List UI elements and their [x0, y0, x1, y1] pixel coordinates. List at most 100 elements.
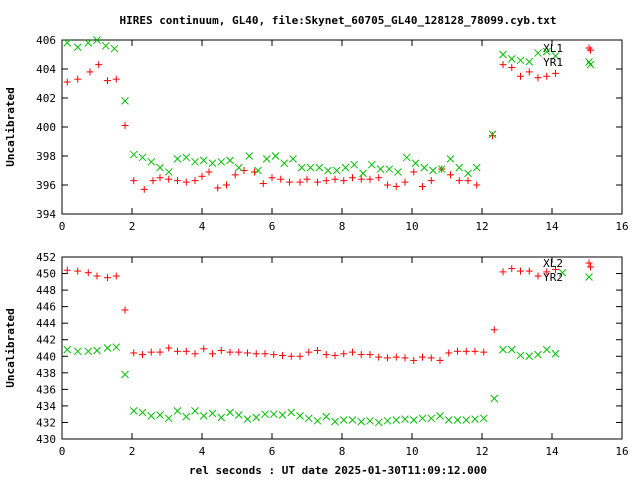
data-point	[350, 160, 359, 169]
y-tick-label: 430	[36, 433, 56, 446]
data-point	[419, 353, 426, 361]
data-point	[543, 72, 551, 80]
data-point	[339, 416, 348, 424]
data-point	[191, 177, 199, 185]
data-point	[156, 411, 164, 419]
data-point	[191, 157, 199, 166]
data-point	[130, 349, 138, 357]
data-point	[121, 370, 129, 379]
data-point	[173, 407, 182, 415]
legend-marker	[585, 273, 593, 281]
y-tick-label: 448	[36, 284, 56, 297]
data-point	[223, 181, 230, 189]
data-point	[235, 348, 243, 356]
data-point	[517, 72, 524, 80]
data-point	[410, 356, 418, 364]
data-point	[182, 412, 191, 421]
x-tick-label: 4	[199, 220, 206, 233]
y-tick-label: 394	[36, 208, 56, 221]
data-point	[384, 354, 391, 362]
data-point	[534, 49, 542, 57]
y-tick-label: 438	[36, 367, 56, 380]
data-point	[104, 274, 111, 282]
data-point	[542, 345, 551, 354]
data-point	[269, 410, 278, 419]
data-point	[367, 160, 376, 169]
data-point	[489, 132, 496, 140]
data-point	[214, 184, 222, 192]
data-point	[525, 352, 534, 361]
data-point	[322, 177, 330, 185]
bottom-panel: 0 2 4 6 8 10 12 14 16 430 432 434 436 438 440 442 444 446…	[4, 251, 629, 458]
data-point	[95, 61, 103, 69]
data-point	[73, 43, 82, 52]
data-point	[254, 166, 262, 175]
data-point	[217, 346, 225, 354]
data-point	[331, 175, 339, 183]
series-xl1	[63, 46, 594, 193]
x-tick-label: 0	[59, 220, 66, 233]
data-point	[305, 348, 313, 356]
data-point	[534, 74, 542, 82]
data-point	[112, 75, 120, 83]
data-point	[340, 350, 348, 358]
data-point	[280, 159, 289, 168]
y-tick-label: 440	[36, 350, 56, 363]
data-point	[182, 178, 190, 186]
data-point	[552, 69, 559, 77]
x-tick-label: 16	[615, 220, 628, 233]
data-point	[507, 345, 516, 354]
x-tick-label: 8	[339, 445, 346, 458]
data-point	[74, 267, 82, 275]
data-point	[147, 348, 155, 356]
data-point	[401, 354, 409, 362]
data-point	[525, 68, 533, 76]
data-point	[472, 163, 481, 172]
data-point	[261, 410, 269, 419]
data-point	[418, 414, 427, 423]
data-point	[462, 416, 471, 424]
data-point	[121, 97, 129, 105]
data-point	[446, 155, 455, 163]
data-point	[199, 411, 208, 420]
data-point	[191, 407, 199, 415]
y-axis-label: Uncalibrated	[4, 308, 17, 387]
data-point	[455, 163, 464, 172]
data-point	[314, 178, 321, 186]
data-point	[86, 68, 94, 76]
data-point	[436, 356, 444, 364]
data-point	[490, 326, 498, 334]
data-point	[245, 152, 254, 160]
data-point	[129, 407, 138, 415]
data-point	[182, 153, 191, 162]
data-point	[84, 347, 93, 356]
data-point	[427, 177, 435, 185]
y-tick-label: 398	[36, 150, 56, 163]
data-point	[357, 351, 365, 359]
data-point	[401, 178, 409, 186]
data-point	[534, 350, 542, 359]
data-point	[199, 156, 208, 165]
y-axis-label: Uncalibrated	[4, 87, 17, 166]
data-point	[147, 411, 156, 420]
data-point	[297, 163, 306, 172]
data-point	[383, 416, 392, 425]
y-tick-label: 450	[36, 268, 56, 281]
data-point	[129, 150, 138, 159]
data-point	[331, 351, 339, 359]
data-point	[304, 414, 313, 423]
legend-label: YR1	[543, 56, 563, 69]
data-point	[349, 174, 356, 182]
data-point	[384, 181, 391, 189]
data-point	[164, 168, 173, 176]
y-tick-label: 404	[36, 63, 56, 76]
data-point	[453, 416, 462, 424]
data-point	[385, 165, 394, 173]
data-point	[445, 349, 453, 357]
data-point	[156, 163, 164, 172]
data-point	[508, 64, 516, 72]
data-point	[289, 155, 297, 163]
legend-label: YR2	[543, 271, 563, 284]
x-tick-label: 10	[405, 220, 418, 233]
data-point	[462, 347, 470, 355]
